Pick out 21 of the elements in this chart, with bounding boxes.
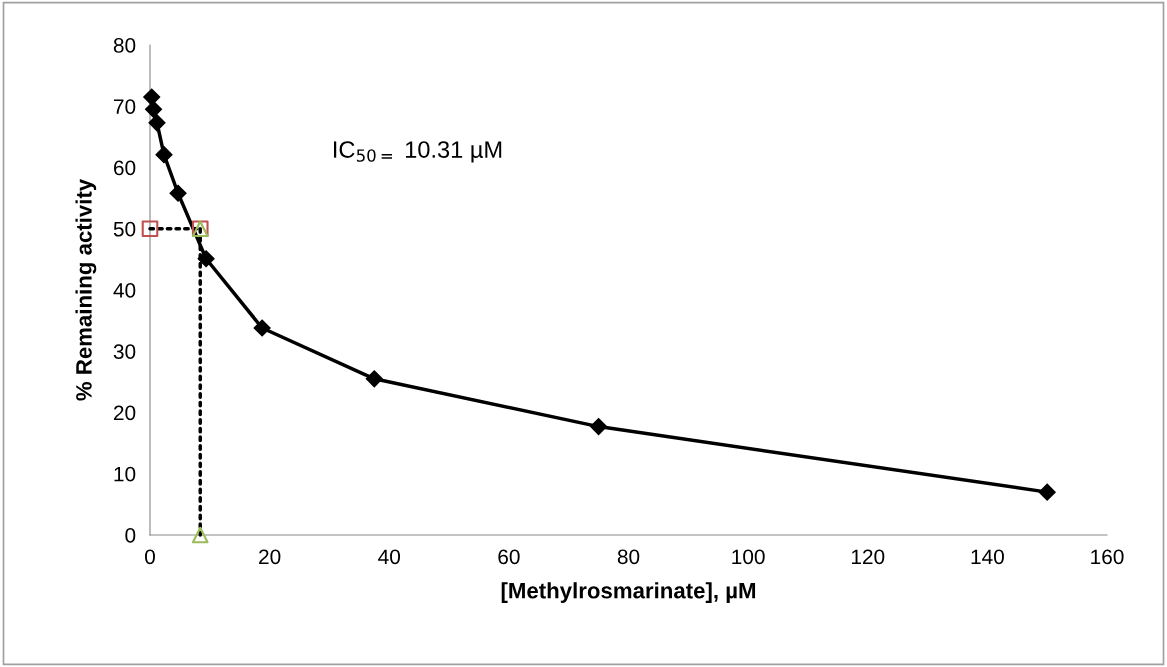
x-tick-label: 60 — [498, 549, 520, 565]
y-tick-label: 10 — [114, 466, 136, 482]
y-tick-label: 40 — [113, 283, 136, 298]
y-tick-label: 50 — [113, 221, 136, 237]
x-tick-label: 140 — [971, 549, 1004, 565]
annotation: IC$_{50=}$ 10.31 µM — [334, 141, 502, 163]
y-tick-label: 20 — [113, 405, 136, 421]
x-tick-label: 80 — [617, 549, 640, 565]
y-tick-label: 70 — [114, 99, 136, 114]
x-tick-label: 0 — [145, 549, 155, 565]
y-tick-label: 30 — [113, 344, 136, 359]
y-tick-label: 0 — [125, 528, 136, 543]
x-tick-label: 20 — [259, 549, 281, 565]
x-tick-label: 100 — [732, 549, 765, 565]
x-tick-label: 120 — [851, 549, 885, 565]
y-tick-label: 80 — [113, 38, 136, 53]
y-tick-label: 60 — [114, 160, 136, 176]
x-axis-title: [Methylrosmarinate], µM — [501, 582, 756, 603]
x-tick-label: 160 — [1091, 549, 1124, 565]
x-tick-label: 40 — [378, 549, 401, 565]
y-axis-title: % Remaining activity — [75, 178, 97, 401]
